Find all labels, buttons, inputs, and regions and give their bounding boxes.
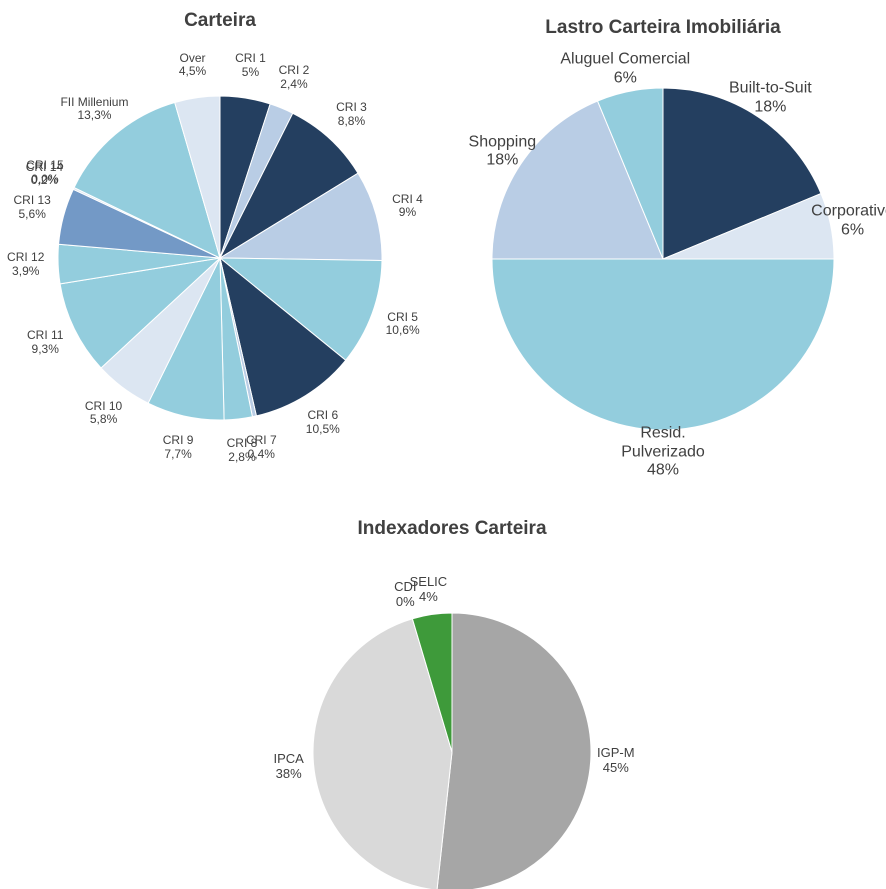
slice-value: 8,8% bbox=[337, 113, 366, 128]
slice-label: CRI 7 0,4% bbox=[245, 433, 277, 462]
slice-name: SELIC bbox=[409, 573, 448, 589]
chart-title: Lastro Carteira Imobiliária bbox=[545, 17, 781, 38]
pie-slice bbox=[436, 612, 592, 889]
slice-name: CRI 6 bbox=[307, 408, 339, 423]
slice-label: Shopping 18% bbox=[469, 133, 537, 170]
slice-label: CRI 12 3,9% bbox=[7, 250, 45, 280]
slice-label: CRI 13 5,6% bbox=[13, 192, 51, 222]
pie-slice bbox=[218, 257, 383, 361]
slice-value: 9% bbox=[398, 205, 417, 220]
pie-slice bbox=[219, 256, 347, 417]
pie-slice bbox=[491, 100, 664, 260]
slice-value: 0,4% bbox=[247, 446, 275, 461]
chart-title: Carteira bbox=[184, 10, 256, 31]
slice-value: 5,8% bbox=[89, 412, 118, 427]
slice-label: CDI 0% bbox=[394, 578, 417, 610]
slice-name: CRI 12 bbox=[7, 250, 45, 265]
slice-name: CRI 5 bbox=[387, 309, 418, 324]
slice-label: CRI 9 7,7% bbox=[162, 433, 194, 462]
slice-name: IPCA bbox=[273, 750, 304, 766]
pie-slice bbox=[59, 257, 222, 369]
slice-name: Corporativo bbox=[811, 202, 886, 220]
slice-value: 9,3% bbox=[31, 342, 59, 357]
pie-slice bbox=[662, 87, 822, 260]
slice-label: CRI 15 0,0% bbox=[26, 158, 64, 188]
slice-value: 13,3% bbox=[77, 108, 112, 123]
slice-name: CRI 13 bbox=[13, 192, 51, 207]
slice-value: 0% bbox=[395, 593, 415, 609]
slice-value: 6% bbox=[840, 221, 865, 239]
slice-label: Corporativo 6% bbox=[811, 203, 886, 240]
slice-name: Built-to-Suit bbox=[728, 79, 812, 97]
slice-label: CRI 3 8,8% bbox=[336, 100, 367, 129]
slice-label: Aluguel Comercial 6% bbox=[560, 51, 690, 88]
slice-label: IGP-M 45% bbox=[596, 744, 635, 776]
chart-title: Indexadores Carteira bbox=[357, 518, 547, 539]
slice-value: 18% bbox=[486, 151, 519, 169]
pie-slice bbox=[411, 612, 453, 753]
slice-label: SELIC 4% bbox=[409, 573, 448, 605]
slice-name: CRI 11 bbox=[26, 328, 64, 343]
slice-value: 6% bbox=[613, 69, 637, 87]
slice-name: Resid. Pulverizado bbox=[621, 424, 705, 461]
slice-label: Built-to-Suit 18% bbox=[729, 80, 812, 117]
slice-name: Shopping bbox=[468, 133, 537, 151]
slice-name: CRI 8 bbox=[226, 436, 258, 451]
slice-value: 5,6% bbox=[18, 206, 46, 221]
slice-value: 4,5% bbox=[178, 64, 207, 79]
slice-value: 7,7% bbox=[164, 446, 192, 461]
slice-name: CRI 14 bbox=[25, 159, 64, 174]
slice-value: 2,8% bbox=[228, 450, 256, 465]
slice-label: CRI 6 10,5% bbox=[305, 408, 340, 437]
slice-label: FII Millenium 13,3% bbox=[60, 94, 129, 124]
slice-label: IPCA 38% bbox=[273, 750, 304, 782]
slice-name: CRI 10 bbox=[84, 398, 123, 413]
slice-value: 3,9% bbox=[12, 264, 40, 279]
slice-value: 48% bbox=[646, 461, 680, 479]
slice-name: CRI 4 bbox=[392, 191, 423, 206]
slice-label: Over 4,5% bbox=[178, 50, 207, 80]
slice-label: Resid. Pulverizado 48% bbox=[621, 425, 705, 480]
slice-label: CRI 1 5% bbox=[235, 51, 266, 80]
slice-value: 5% bbox=[241, 65, 260, 79]
slice-name: Over bbox=[179, 50, 206, 65]
slice-name: CRI 9 bbox=[162, 433, 194, 448]
slice-value: 10,5% bbox=[305, 421, 340, 436]
slice-value: 0,0% bbox=[31, 172, 59, 187]
slice-name: Aluguel Comercial bbox=[560, 51, 691, 69]
slice-label: CRI 8 2,8% bbox=[227, 437, 258, 465]
pie-slice bbox=[218, 112, 359, 260]
slice-value: 0,2% bbox=[30, 173, 59, 188]
slice-value: 2,4% bbox=[280, 77, 308, 92]
pie-slice bbox=[218, 172, 383, 262]
slice-value: 18% bbox=[754, 98, 787, 116]
slice-label: CRI 10 5,8% bbox=[84, 398, 123, 428]
slice-label: CRI 2 2,4% bbox=[279, 64, 310, 92]
slice-name: IGP-M bbox=[596, 744, 635, 760]
slice-name: CRI 2 bbox=[278, 63, 310, 78]
slice-value: 10,6% bbox=[385, 323, 420, 338]
pie-slice bbox=[491, 258, 835, 431]
pie-slice bbox=[312, 618, 453, 889]
slice-value: 38% bbox=[275, 765, 302, 781]
slice-name: CRI 3 bbox=[336, 100, 367, 115]
pie-slice bbox=[596, 87, 664, 260]
slice-name: CDI bbox=[394, 578, 417, 594]
slice-label: CRI 14 0,2% bbox=[25, 159, 64, 189]
slice-value: 45% bbox=[602, 759, 629, 775]
slice-label: CRI 5 10,6% bbox=[385, 309, 420, 339]
slice-label: CRI 11 9,3% bbox=[27, 329, 63, 357]
slice-label: CRI 4 9% bbox=[392, 191, 423, 221]
slice-name: CRI 7 bbox=[245, 433, 277, 448]
pie-slice bbox=[174, 95, 221, 259]
slice-name: CRI 1 bbox=[235, 51, 266, 66]
pie-slice bbox=[73, 101, 221, 259]
slice-value: 4% bbox=[418, 588, 438, 604]
slice-name: CRI 15 bbox=[26, 158, 64, 173]
slice-name: FII Millenium bbox=[60, 94, 129, 109]
